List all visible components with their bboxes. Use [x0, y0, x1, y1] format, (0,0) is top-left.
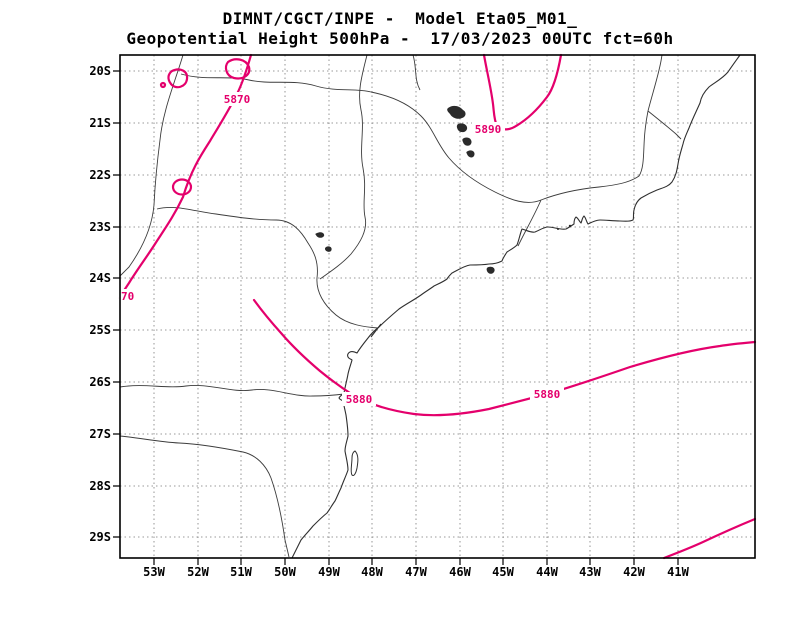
lat-label-20s: 20S	[89, 64, 111, 78]
lon-label-51w: 51W	[230, 565, 252, 579]
contour-5870-loop-3	[171, 178, 193, 196]
lon-label-47w: 47W	[405, 565, 427, 579]
vertical-gridlines	[153, 55, 679, 558]
lon-label-50w: 50W	[274, 565, 296, 579]
state-border-rj-es	[647, 110, 682, 140]
river-line-2	[412, 54, 421, 91]
ilha-comprida	[370, 323, 382, 338]
left-axis-ticks	[113, 70, 120, 538]
lat-label-22s: 22S	[89, 168, 111, 182]
longitude-axis: 53W 52W 51W 50W 49W 48W 47W 46W 45W 44W …	[143, 565, 689, 579]
contour-label-bg	[472, 122, 505, 136]
lon-label-53w: 53W	[143, 565, 165, 579]
coastline-path	[291, 54, 741, 559]
contour-5870-dot	[159, 81, 167, 89]
latitude-axis: 20S 21S 22S 23S 24S 25S 26S 27S 28S 29S	[89, 64, 111, 544]
plot-border	[119, 54, 756, 559]
lon-label-44w: 44W	[536, 565, 558, 579]
lon-label-42w: 42W	[623, 565, 645, 579]
bottom-axis-ticks	[153, 558, 679, 565]
lat-label-27s: 27S	[89, 427, 111, 441]
lat-label-28s: 28S	[89, 479, 111, 493]
state-border-mg-rj	[540, 110, 649, 201]
florianopolis-island	[350, 450, 359, 476]
lat-label-21s: 21S	[89, 116, 111, 130]
coastal-islet	[557, 228, 559, 230]
contour-5870	[118, 53, 253, 300]
lat-label-26s: 26S	[89, 375, 111, 389]
lat-label-24s: 24S	[89, 271, 111, 285]
lon-label-48w: 48W	[361, 565, 383, 579]
state-border-mg-es	[647, 54, 663, 112]
contour-label-bg	[342, 392, 376, 406]
page-title-line2: Geopotential Height 500hPa - 17/03/2023 …	[126, 29, 673, 48]
lon-label-45w: 45W	[492, 565, 514, 579]
river-line-1	[319, 54, 368, 280]
state-border-sc-rs	[119, 435, 290, 558]
state-border-sp-mg-west	[180, 73, 372, 93]
contour-5870-loop-1	[224, 58, 251, 80]
contour-label-5870: 5870	[224, 93, 251, 106]
contour-label-5880-east: 5880	[534, 388, 561, 401]
contour-5890	[482, 53, 563, 131]
state-border-pr-sc	[119, 384, 345, 397]
page-title-line1: DIMNT/CGCT/INPE - Model Eta05_M01_	[223, 9, 578, 28]
lon-label-46w: 46W	[449, 565, 471, 579]
contour-labels: 5870 70 5890 5880 5880	[119, 92, 564, 406]
lat-label-29s: 29S	[89, 530, 111, 544]
state-border-parana-river	[119, 54, 184, 277]
basemap	[119, 54, 741, 559]
contour-lines	[118, 53, 757, 560]
state-border-rj-sp	[517, 199, 542, 247]
state-border-paranapanema	[156, 206, 379, 329]
lon-label-49w: 49W	[318, 565, 340, 579]
lon-label-52w: 52W	[187, 565, 209, 579]
lat-label-25s: 25S	[89, 323, 111, 337]
contour-5870-loop-2	[167, 68, 189, 89]
lat-label-23s: 23S	[89, 220, 111, 234]
contour-label-bg	[530, 387, 564, 401]
contour-label-5880-west: 5880	[346, 393, 373, 406]
state-border-sp-mg-east	[370, 91, 542, 203]
lon-label-41w: 41W	[667, 565, 689, 579]
contour-label-bg	[119, 289, 141, 302]
contour-label-bg	[221, 92, 254, 106]
contour-label-5870-edge: 70	[121, 290, 134, 303]
reservoir-blobs	[315, 105, 495, 274]
coastal-islet	[568, 224, 572, 228]
contour-bottom-right	[662, 517, 757, 560]
contour-label-5890: 5890	[475, 123, 502, 136]
lon-label-43w: 43W	[579, 565, 601, 579]
contour-5880	[252, 298, 757, 417]
